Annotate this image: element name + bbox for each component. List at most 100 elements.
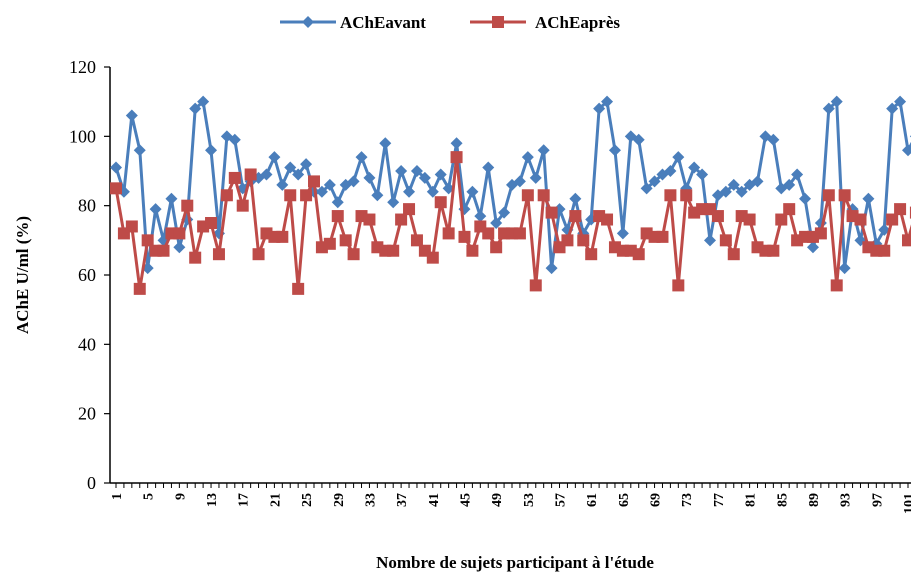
- data-point-avant: [783, 178, 796, 191]
- x-tick-label: 65: [617, 493, 632, 507]
- data-point-apres: [537, 189, 550, 202]
- x-tick-label: 53: [522, 493, 537, 507]
- data-point-avant: [466, 185, 479, 198]
- x-tick-label: 97: [870, 493, 885, 507]
- data-point-apres: [601, 213, 614, 226]
- data-point-avant: [696, 168, 709, 181]
- data-point-apres: [656, 230, 669, 243]
- data-point-avant: [355, 151, 368, 164]
- x-tick-label: 57: [554, 493, 569, 507]
- legend-item-avant: AChEavant: [280, 13, 426, 32]
- x-tick-label: 13: [205, 493, 220, 507]
- data-point-apres: [894, 203, 907, 216]
- data-point-apres: [387, 244, 400, 257]
- data-point-avant: [806, 241, 819, 254]
- data-point-avant: [268, 151, 281, 164]
- data-point-avant: [719, 185, 732, 198]
- data-point-avant: [608, 144, 621, 157]
- x-tick-label: 17: [237, 493, 252, 507]
- data-point-apres: [878, 244, 891, 257]
- data-point-avant: [363, 171, 376, 184]
- data-point-apres: [909, 206, 911, 219]
- data-point-avant: [672, 151, 685, 164]
- data-point-apres: [205, 217, 218, 229]
- x-tick-label: 49: [490, 493, 505, 507]
- data-point-apres: [395, 213, 408, 226]
- data-point-avant: [426, 185, 439, 198]
- data-point-apres: [284, 189, 297, 202]
- data-point-avant: [886, 102, 899, 115]
- data-point-apres: [426, 251, 439, 264]
- data-point-avant: [149, 203, 162, 216]
- data-point-avant: [537, 144, 550, 157]
- data-point-avant: [593, 102, 606, 115]
- data-point-avant: [569, 192, 582, 205]
- data-point-avant: [822, 102, 835, 115]
- data-point-apres: [347, 248, 360, 261]
- x-tick-label: 9: [173, 493, 188, 500]
- x-tick-label: 89: [807, 493, 822, 507]
- data-point-avant: [838, 262, 851, 275]
- data-point-avant: [735, 185, 748, 198]
- data-point-avant: [751, 175, 764, 188]
- data-point-apres: [585, 248, 598, 261]
- y-tick-label: 0: [87, 473, 96, 493]
- data-point-apres: [767, 244, 780, 257]
- data-point-apres: [719, 234, 732, 247]
- data-point-apres: [743, 213, 756, 226]
- data-point-avant: [704, 234, 716, 247]
- data-point-avant: [688, 161, 701, 174]
- data-point-avant: [767, 133, 780, 146]
- legend: AChEavant AChEaprès: [280, 13, 620, 32]
- data-point-apres: [331, 210, 344, 223]
- data-point-avant: [490, 217, 503, 229]
- data-point-avant: [347, 175, 360, 188]
- data-point-apres: [450, 151, 463, 164]
- data-point-apres: [569, 210, 582, 223]
- y-tick-label: 20: [78, 404, 96, 424]
- data-point-avant: [482, 161, 495, 174]
- data-point-apres: [886, 213, 899, 226]
- data-point-apres: [339, 234, 352, 247]
- data-point-avant: [292, 168, 305, 181]
- data-point-apres: [410, 234, 423, 247]
- data-point-avant: [799, 192, 812, 205]
- data-point-avant: [110, 161, 122, 174]
- data-point-apres: [212, 248, 225, 261]
- x-axis-title: Nombre de sujets participant à l'étude: [376, 553, 654, 572]
- data-point-apres: [363, 213, 376, 226]
- data-point-avant: [513, 175, 526, 188]
- y-tick-label: 40: [78, 334, 96, 354]
- data-point-avant: [616, 227, 629, 240]
- y-ticks: 0 20 40 60 80 100 120: [69, 57, 110, 493]
- data-point-apres: [561, 234, 574, 247]
- x-tick-label: 5: [142, 493, 157, 500]
- x-ticks: 1 5 9 13 17 21 25 29 33 37 41 45 49 53 57 61 65 69 73 77 81 8…: [110, 483, 911, 514]
- data-point-avant: [197, 95, 210, 108]
- data-point-avant: [474, 210, 487, 223]
- data-point-apres: [442, 227, 455, 240]
- data-point-avant: [545, 262, 558, 275]
- data-point-avant: [125, 109, 138, 122]
- x-tick-label: 33: [363, 493, 378, 507]
- x-tick-label: 69: [649, 493, 664, 507]
- data-point-avant: [664, 165, 677, 177]
- x-tick-label: 81: [744, 493, 759, 507]
- x-tick-label: 37: [395, 493, 410, 507]
- x-tick-label: 61: [585, 493, 600, 507]
- data-point-apres: [632, 248, 645, 261]
- data-point-apres: [680, 189, 693, 202]
- data-point-apres: [775, 213, 788, 226]
- data-point-apres: [244, 168, 257, 181]
- legend-label-apres: AChEaprès: [535, 13, 620, 32]
- data-point-apres: [236, 199, 249, 212]
- data-point-apres: [577, 234, 590, 247]
- data-point-avant: [418, 171, 431, 184]
- data-point-avant: [276, 178, 289, 191]
- legend-marker-avant: [302, 16, 314, 28]
- data-point-avant: [410, 165, 423, 177]
- data-point-avant: [632, 133, 645, 146]
- series-layer: [110, 95, 911, 295]
- data-point-avant: [498, 206, 511, 219]
